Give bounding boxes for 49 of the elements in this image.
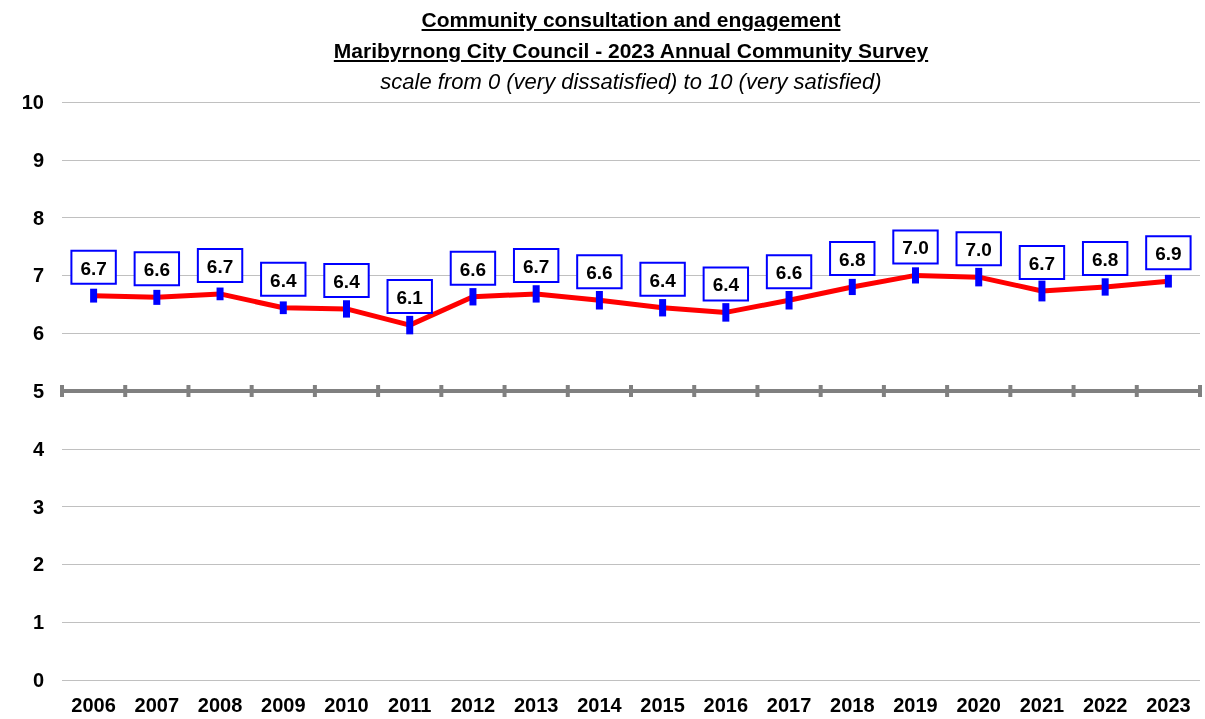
x-tick-label: 2013 (513, 694, 559, 716)
x-tick-label: 2022 (1082, 694, 1128, 716)
data-label: 6.7 (80, 257, 107, 279)
y-tick-label: 10 (21, 91, 44, 113)
data-label: 6.6 (459, 258, 487, 280)
data-label: 6.9 (1155, 243, 1182, 265)
x-tick-label: 2016 (703, 694, 749, 716)
x-tick-label: 2010 (324, 694, 369, 716)
x-tick-label: 2012 (450, 694, 496, 716)
y-tick-label: 4 (32, 437, 45, 460)
y-tick-label: 0 (32, 669, 44, 691)
y-tick-label: 1 (32, 611, 44, 634)
x-tick-label: 2009 (261, 694, 306, 716)
x-tick-label: 2011 (388, 694, 432, 716)
x-tick-label: 2008 (197, 694, 243, 716)
data-label: 6.7 (206, 255, 234, 277)
data-label: 6.4 (649, 269, 677, 291)
x-tick-label: 2015 (640, 694, 685, 716)
x-tick-label: 2020 (956, 694, 1001, 716)
data-label: 6.7 (1028, 253, 1056, 275)
x-tick-label: 2021 (1019, 694, 1065, 716)
y-tick-label: 3 (32, 495, 44, 518)
data-label: 6.6 (143, 259, 171, 281)
chart-subtitle: scale from 0 (very dissatisfied) to 10 (very satisfied) (379, 68, 883, 96)
data-label: 6.4 (270, 269, 297, 291)
data-label: 6.7 (522, 255, 550, 277)
data-label: 6.8 (1091, 248, 1119, 270)
chart-title: Community consultation and engagement Maribyrnong City Council - 2023 Annual Community Survey (332, 7, 930, 64)
data-label: 6.4 (333, 270, 361, 292)
y-tick-label: 2 (32, 553, 44, 576)
x-tick-label: 2019 (893, 694, 938, 716)
data-label: 6.8 (839, 248, 866, 270)
y-tick-label: 8 (32, 206, 44, 229)
x-tick-label: 2018 (830, 694, 875, 716)
data-label: 7.0 (965, 239, 992, 261)
x-tick-label: 2007 (134, 694, 180, 716)
data-label: 6.4 (712, 274, 740, 296)
y-tick-label: 7 (32, 264, 44, 287)
y-tick-label: 9 (32, 148, 44, 171)
x-tick-label: 2014 (577, 694, 623, 716)
data-label: 6.6 (775, 262, 803, 284)
data-label: 7.0 (902, 237, 929, 259)
x-tick-label: 2017 (766, 694, 812, 716)
data-label: 6.1 (396, 287, 424, 309)
y-tick-label: 6 (32, 322, 44, 345)
data-label: 6.6 (586, 262, 613, 284)
x-tick-label: 2023 (1146, 694, 1191, 716)
x-tick-label: 2006 (71, 694, 116, 716)
y-tick-label: 5 (32, 380, 44, 402)
